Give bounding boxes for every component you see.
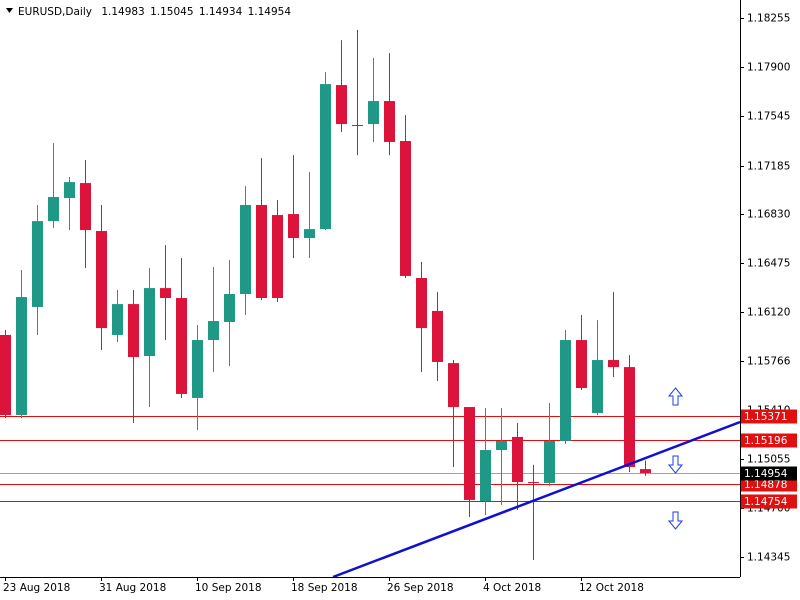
candle-body xyxy=(368,101,379,125)
candle-body xyxy=(320,84,331,230)
up-arrow xyxy=(667,387,684,406)
candle-body xyxy=(480,450,491,502)
candle-body xyxy=(432,310,443,362)
high-value: 1.15045 xyxy=(150,6,193,18)
candle-body xyxy=(176,298,187,394)
y-tick-label: 1.17545 xyxy=(747,111,790,123)
candle-body xyxy=(304,229,315,239)
y-tick-label: 1.16475 xyxy=(747,258,790,270)
y-tick-label: 1.16830 xyxy=(747,209,790,221)
candle-body xyxy=(592,360,603,413)
candle-body xyxy=(640,469,651,474)
trendline xyxy=(332,420,740,577)
candle-body xyxy=(208,321,219,341)
candle-body xyxy=(48,196,59,222)
candle-body xyxy=(496,440,507,451)
x-tick-label: 26 Sep 2018 xyxy=(387,582,454,594)
candle-body xyxy=(608,360,619,368)
candle-body xyxy=(544,440,555,483)
candle-body xyxy=(448,363,459,408)
candle-body xyxy=(384,101,395,142)
candle-body xyxy=(576,340,587,389)
candle-body xyxy=(128,304,139,358)
x-tick-label: 4 Oct 2018 xyxy=(483,582,541,594)
candle-body xyxy=(240,204,251,295)
x-tick-label: 31 Aug 2018 xyxy=(99,582,166,594)
level-label-box xyxy=(741,477,797,492)
candle-body xyxy=(32,221,43,307)
signal-arrows xyxy=(667,387,684,530)
x-tick-label: 18 Sep 2018 xyxy=(291,582,358,594)
plot-area xyxy=(0,30,740,561)
level-label-box xyxy=(741,494,797,509)
level-label-box xyxy=(741,433,797,448)
candle-body xyxy=(336,85,347,125)
down-arrow xyxy=(667,455,684,474)
level-label: 1.15196 xyxy=(744,435,788,447)
candle-body xyxy=(464,407,475,500)
low-value: 1.14934 xyxy=(199,6,243,18)
y-tick-label: 1.15766 xyxy=(747,356,791,368)
candle-body xyxy=(0,334,11,416)
y-tick-label: 1.17900 xyxy=(747,62,790,74)
candle-body xyxy=(80,183,91,231)
candle-body xyxy=(192,340,203,398)
y-tick-label: 1.18255 xyxy=(747,13,790,25)
candle-body xyxy=(144,288,155,357)
candle-body xyxy=(528,482,539,484)
level-label-box xyxy=(741,409,797,424)
candle-body xyxy=(64,182,75,199)
candle-body xyxy=(256,204,267,299)
y-tick-label: 1.16120 xyxy=(747,307,790,319)
candle-body xyxy=(16,297,27,416)
candle-body xyxy=(96,231,107,329)
y-tick-label: 1.17185 xyxy=(747,161,790,173)
candle-body xyxy=(416,278,427,329)
level-label: 1.14754 xyxy=(744,496,788,508)
level-label: 1.15371 xyxy=(744,411,787,423)
candle-body xyxy=(352,125,363,127)
candle-body xyxy=(224,294,235,322)
x-tick-label: 23 Aug 2018 xyxy=(3,582,70,594)
x-tick-label: 12 Oct 2018 xyxy=(579,582,644,594)
symbol: EURUSD,Daily xyxy=(18,6,92,18)
candle-body xyxy=(112,304,123,335)
candle-body xyxy=(400,141,411,276)
menu-triangle xyxy=(6,8,13,13)
level-label: 1.14878 xyxy=(744,479,787,491)
candle-body xyxy=(160,288,171,299)
candle-body xyxy=(624,367,635,468)
candle-body xyxy=(288,214,299,239)
down-arrow xyxy=(667,511,684,530)
open-value: 1.14983 xyxy=(101,6,144,18)
candle-body xyxy=(272,215,283,299)
y-tick-label: 1.15055 xyxy=(747,454,790,466)
close-value: 1.14954 xyxy=(248,6,292,18)
x-tick-label: 10 Sep 2018 xyxy=(195,582,262,594)
candle-body xyxy=(512,436,523,483)
current-price-label: 1.14954 xyxy=(744,468,788,480)
current-price-box xyxy=(741,466,797,481)
chart-title: EURUSD,Daily 1.14983 1.15045 1.14934 1.1… xyxy=(18,6,291,18)
candle-body xyxy=(560,340,571,441)
y-tick-label: 1.14345 xyxy=(747,552,790,564)
